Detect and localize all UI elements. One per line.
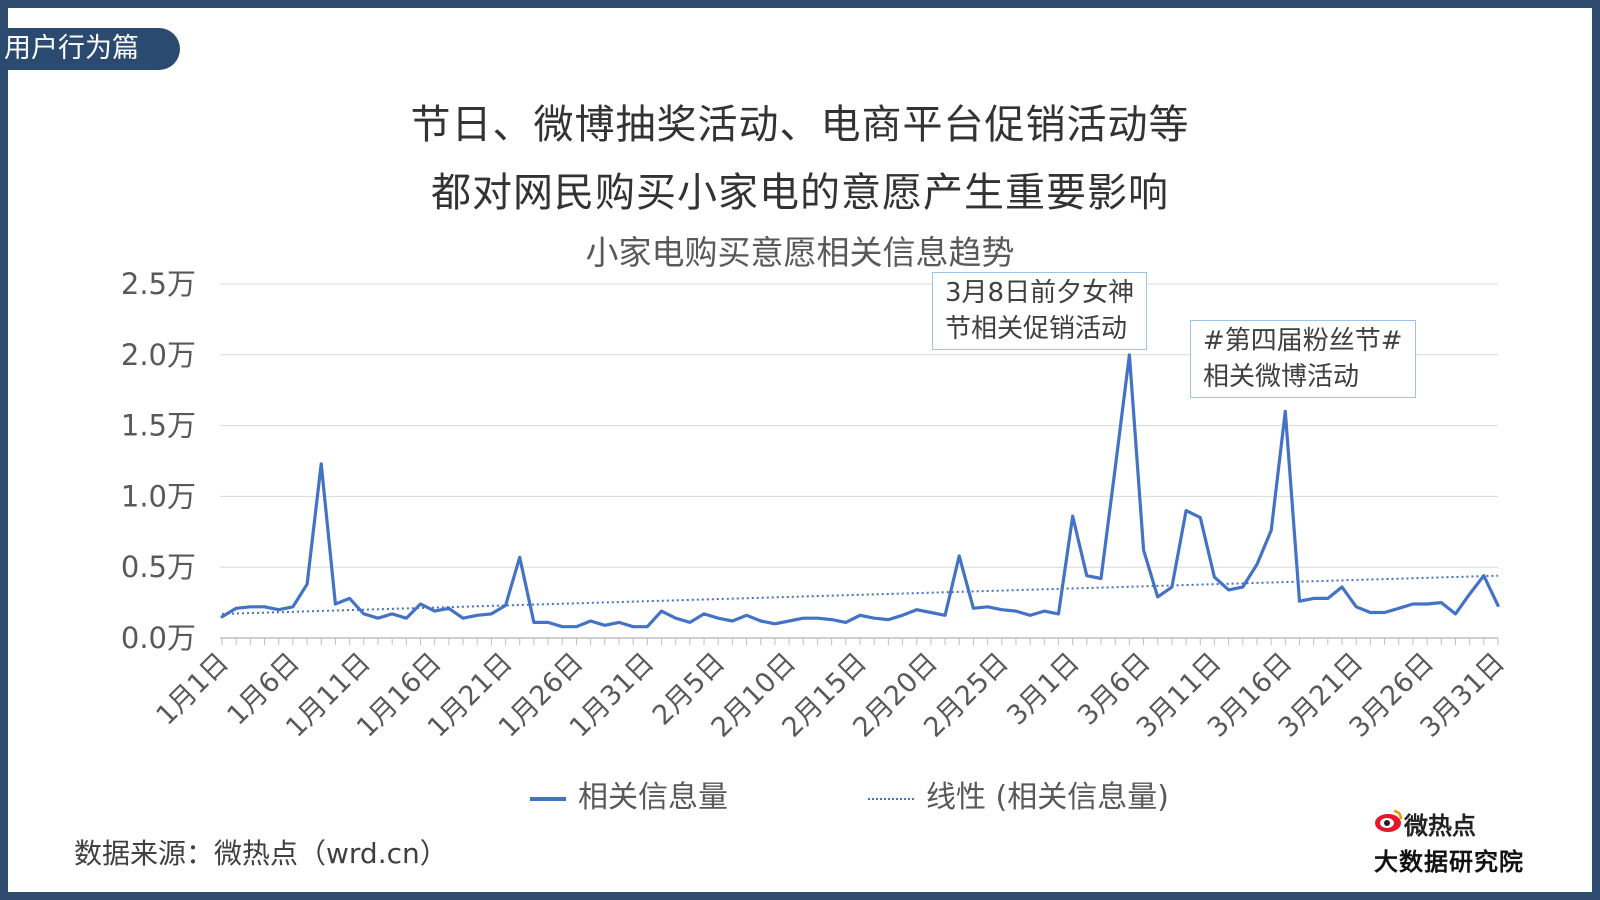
legend-swatch-solid [530, 796, 566, 801]
weibo-eye-icon [1375, 809, 1403, 832]
annotation-womens-day: 3月8日前夕女神 节相关促销活动 [932, 272, 1148, 350]
headline-line1: 节日、微博抽奖活动、电商平台促销活动等 [410, 102, 1190, 148]
legend-swatch-dotted [868, 797, 914, 800]
y-tick-label: 2.5万 [121, 267, 196, 301]
legend-label-series: 相关信息量 [578, 780, 728, 815]
trendline [221, 574, 1499, 615]
data-source: 数据来源：微热点（wrd.cn） [74, 837, 448, 870]
series-line-related-info [220, 353, 1500, 629]
chart-title: 小家电购买意愿相关信息趋势 [585, 233, 1015, 272]
annotation-womens-day-line2: 节相关促销活动 [945, 314, 1128, 344]
x-tick-label: 1月1日 [151, 647, 235, 731]
section-tag: 用户行为篇 [0, 28, 180, 70]
annotation-fan-festival-line2: 相关微博活动 [1203, 362, 1360, 392]
x-tick-label: 3月1日 [1001, 647, 1085, 731]
headline-line2: 都对网民购买小家电的意愿产生重要影响 [431, 170, 1169, 216]
legend-item-trendline: 线性 (相关信息量) [868, 772, 1169, 816]
y-tick-label: 1.0万 [121, 479, 196, 513]
logo-text-bottom: 大数据研究院 [1374, 848, 1524, 876]
legend-item-series: 相关信息量 [530, 772, 728, 816]
y-tick-label: 1.5万 [121, 409, 196, 443]
y-tick-label: 2.0万 [121, 338, 196, 372]
annotation-fan-festival-line1: #第四届粉丝节# [1203, 326, 1403, 356]
y-tick-label: 0.5万 [121, 550, 196, 584]
chart-legend: 相关信息量 线性 (相关信息量) [0, 772, 1600, 815]
annotation-womens-day-line1: 3月8日前夕女神 [945, 278, 1135, 308]
logo-text-top: 微热点 [1404, 812, 1476, 840]
brand-logo: 微热点 大数据研究院 [1374, 806, 1544, 876]
annotation-fan-festival: #第四届粉丝节# 相关微博活动 [1190, 320, 1416, 398]
y-tick-label: 0.0万 [121, 621, 196, 655]
legend-label-trendline: 线性 (相关信息量) [926, 780, 1169, 815]
